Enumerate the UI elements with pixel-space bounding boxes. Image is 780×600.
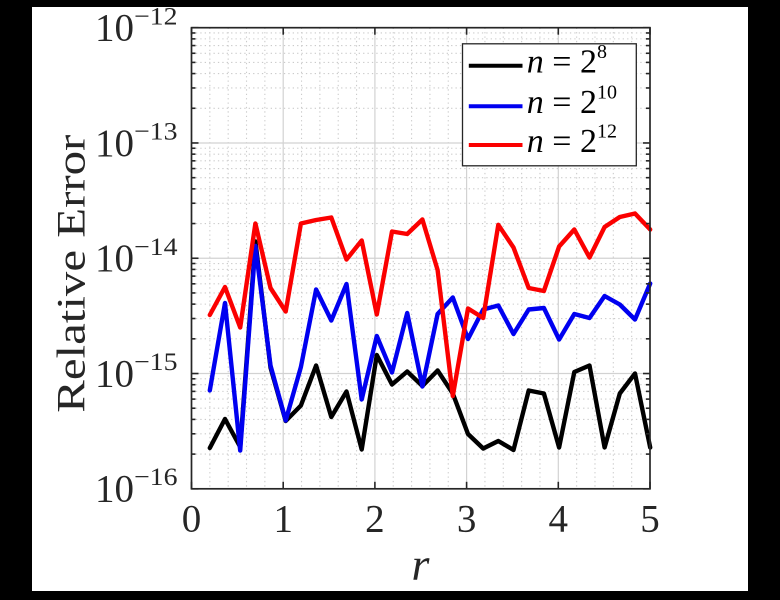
svg-text:2: 2: [365, 498, 385, 541]
svg-text:4: 4: [549, 498, 569, 541]
svg-text:n = 28: n = 28: [527, 41, 607, 81]
svg-text:0: 0: [182, 498, 202, 541]
svg-text:Relative Error: Relative Error: [49, 135, 94, 413]
svg-text:1: 1: [273, 498, 293, 541]
svg-text:r: r: [412, 539, 431, 590]
svg-text:5: 5: [640, 498, 660, 541]
svg-text:3: 3: [457, 498, 477, 541]
svg-text:10−13: 10−13: [95, 119, 178, 165]
